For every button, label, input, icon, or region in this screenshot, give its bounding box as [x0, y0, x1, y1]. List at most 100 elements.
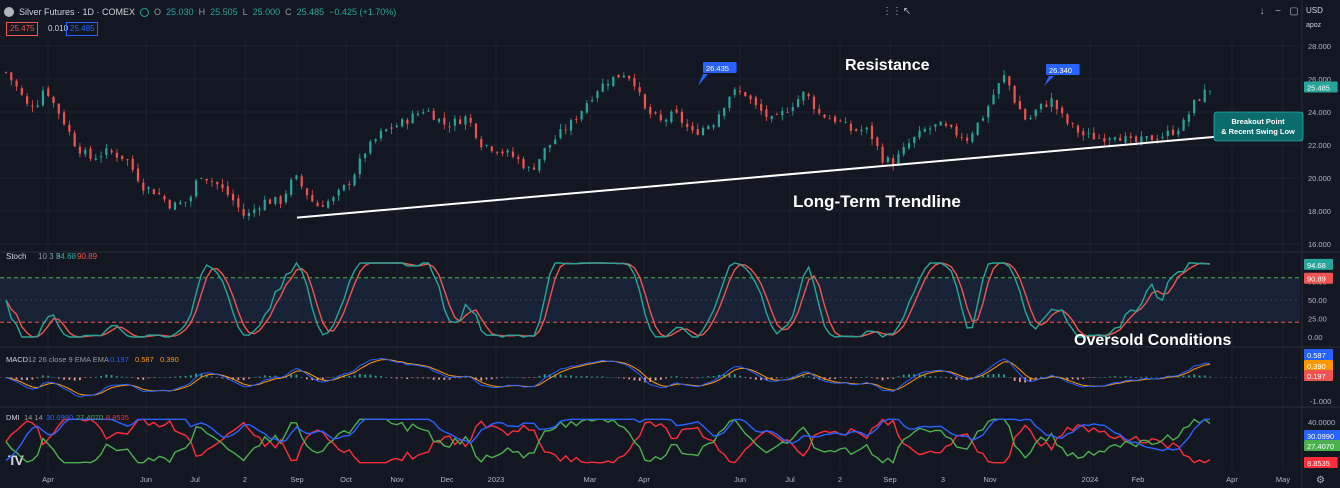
currency-selector[interactable]: USD — [1306, 6, 1323, 15]
candle-body — [881, 146, 884, 163]
macd-histogram-bar — [385, 377, 388, 378]
macd-histogram-bar — [929, 376, 932, 378]
macd-histogram-bar — [1119, 376, 1122, 378]
minus-icon[interactable]: − — [1275, 6, 1281, 17]
macd-histogram-bar — [744, 377, 747, 378]
candle-body — [791, 107, 794, 111]
arrow-down-icon[interactable]: ↓ — [1259, 6, 1265, 17]
time-tick-label: Mar — [584, 475, 597, 484]
candle-body — [1008, 76, 1011, 86]
bid-price-box[interactable]: 25.475 — [6, 22, 39, 36]
candle-body — [944, 123, 948, 126]
candle-body — [865, 127, 868, 130]
macd-histogram-bar — [189, 375, 192, 378]
macd-histogram-bar — [73, 377, 76, 381]
macd-histogram-bar — [480, 377, 483, 381]
signal-axis-tag-bg — [1304, 360, 1333, 371]
macd-histogram-bar — [728, 373, 731, 378]
symbol-title[interactable]: Silver Futures · 1D · COMEX — [19, 7, 136, 17]
dmi-plus-line — [5, 418, 1211, 464]
candle-body — [1134, 136, 1138, 143]
macd-histogram-bar — [94, 376, 97, 378]
candle-body — [1103, 138, 1106, 142]
candle-body — [601, 83, 604, 92]
macd-histogram-bar — [121, 376, 124, 378]
macd-histogram-bar — [828, 377, 831, 380]
resistance-label: Resistance — [845, 57, 930, 74]
macd-histogram-bar — [242, 377, 245, 381]
breakout-note-bg — [1213, 111, 1304, 142]
macd-histogram-bar — [781, 377, 784, 378]
macd-histogram-bar — [1140, 376, 1143, 378]
candle-body — [374, 139, 377, 142]
macd-histogram-bar — [512, 377, 514, 378]
candle-body — [955, 126, 958, 136]
candle-body — [538, 158, 541, 171]
candle-body — [126, 159, 129, 161]
price-tick-label: 24.000 — [1308, 108, 1331, 117]
candle-body — [1045, 104, 1048, 107]
macd-histogram-bar — [432, 377, 435, 380]
dmi-legend-params: 14 14 — [24, 413, 43, 422]
candle-body — [411, 113, 414, 124]
drag-handle-icon[interactable]: ⋮⋮ — [882, 6, 902, 17]
candle-body — [844, 122, 847, 124]
macd-histogram-bar — [42, 375, 44, 378]
macd-histogram-bar — [353, 375, 356, 378]
cursor-icon[interactable]: ↖ — [902, 6, 912, 17]
candle-body — [802, 91, 805, 101]
macd-legend-signal: 0.587 — [135, 355, 154, 364]
candle-body — [1108, 138, 1111, 140]
macd-histogram-bar — [52, 376, 55, 378]
low-value: 25.000 — [252, 7, 281, 17]
settings-gear-icon[interactable]: ⚙ — [1316, 475, 1325, 486]
candle-body — [965, 137, 969, 141]
ask-price-box[interactable]: 25.485 — [66, 22, 99, 36]
macd-histogram-bar — [1108, 376, 1111, 378]
macd-histogram-bar — [987, 374, 990, 378]
macd-histogram-bar — [1087, 377, 1090, 378]
candle-body — [675, 109, 678, 113]
candle-body — [728, 96, 731, 108]
candle-body — [628, 75, 631, 79]
macd-histogram-bar — [380, 376, 382, 378]
time-tick-label: Sep — [290, 475, 303, 484]
price-tick-label: 18.000 — [1308, 207, 1331, 216]
macd-histogram-bar — [174, 376, 176, 378]
macd-histogram-bar — [739, 375, 741, 378]
macd-histogram-bar — [1135, 377, 1137, 378]
stoch-k-line — [5, 261, 1211, 338]
candle-body — [1156, 139, 1159, 140]
macd-histogram-bar — [786, 377, 789, 378]
macd-histogram-bar — [686, 377, 689, 379]
macd-histogram-bar — [886, 377, 889, 379]
candle-body — [664, 119, 668, 122]
time-tick-label: 3 — [941, 475, 945, 484]
macd-histogram-bar — [211, 376, 213, 378]
maximize-icon[interactable]: ▢ — [1289, 6, 1299, 17]
candle-body — [680, 111, 684, 123]
macd-histogram-bar — [601, 376, 604, 378]
dmi-tick-label: 40.0000 — [1308, 418, 1335, 427]
candle-body — [712, 125, 715, 128]
candle-body — [596, 91, 599, 99]
macd-histogram-bar — [559, 374, 562, 378]
macd-histogram-bar — [934, 376, 937, 378]
macd-histogram-bar — [100, 375, 102, 378]
time-tick-label: Sep — [883, 475, 896, 484]
macd-histogram-bar — [348, 375, 351, 378]
time-tick-label: Oct — [340, 475, 353, 484]
macd-histogram-bar — [311, 377, 314, 381]
candle-body — [749, 95, 752, 100]
candle-body — [485, 145, 488, 146]
macd-histogram-bar — [543, 374, 546, 378]
macd-histogram-bar — [126, 376, 129, 378]
macd-histogram-bar — [1187, 375, 1190, 378]
macd-histogram-bar — [765, 377, 768, 381]
dmi-minus-tag: 27.4070 — [1307, 442, 1334, 451]
candle-body — [971, 133, 974, 142]
candle-body — [84, 149, 87, 155]
macd-histogram-bar — [1129, 376, 1132, 378]
candle-body — [480, 138, 483, 148]
